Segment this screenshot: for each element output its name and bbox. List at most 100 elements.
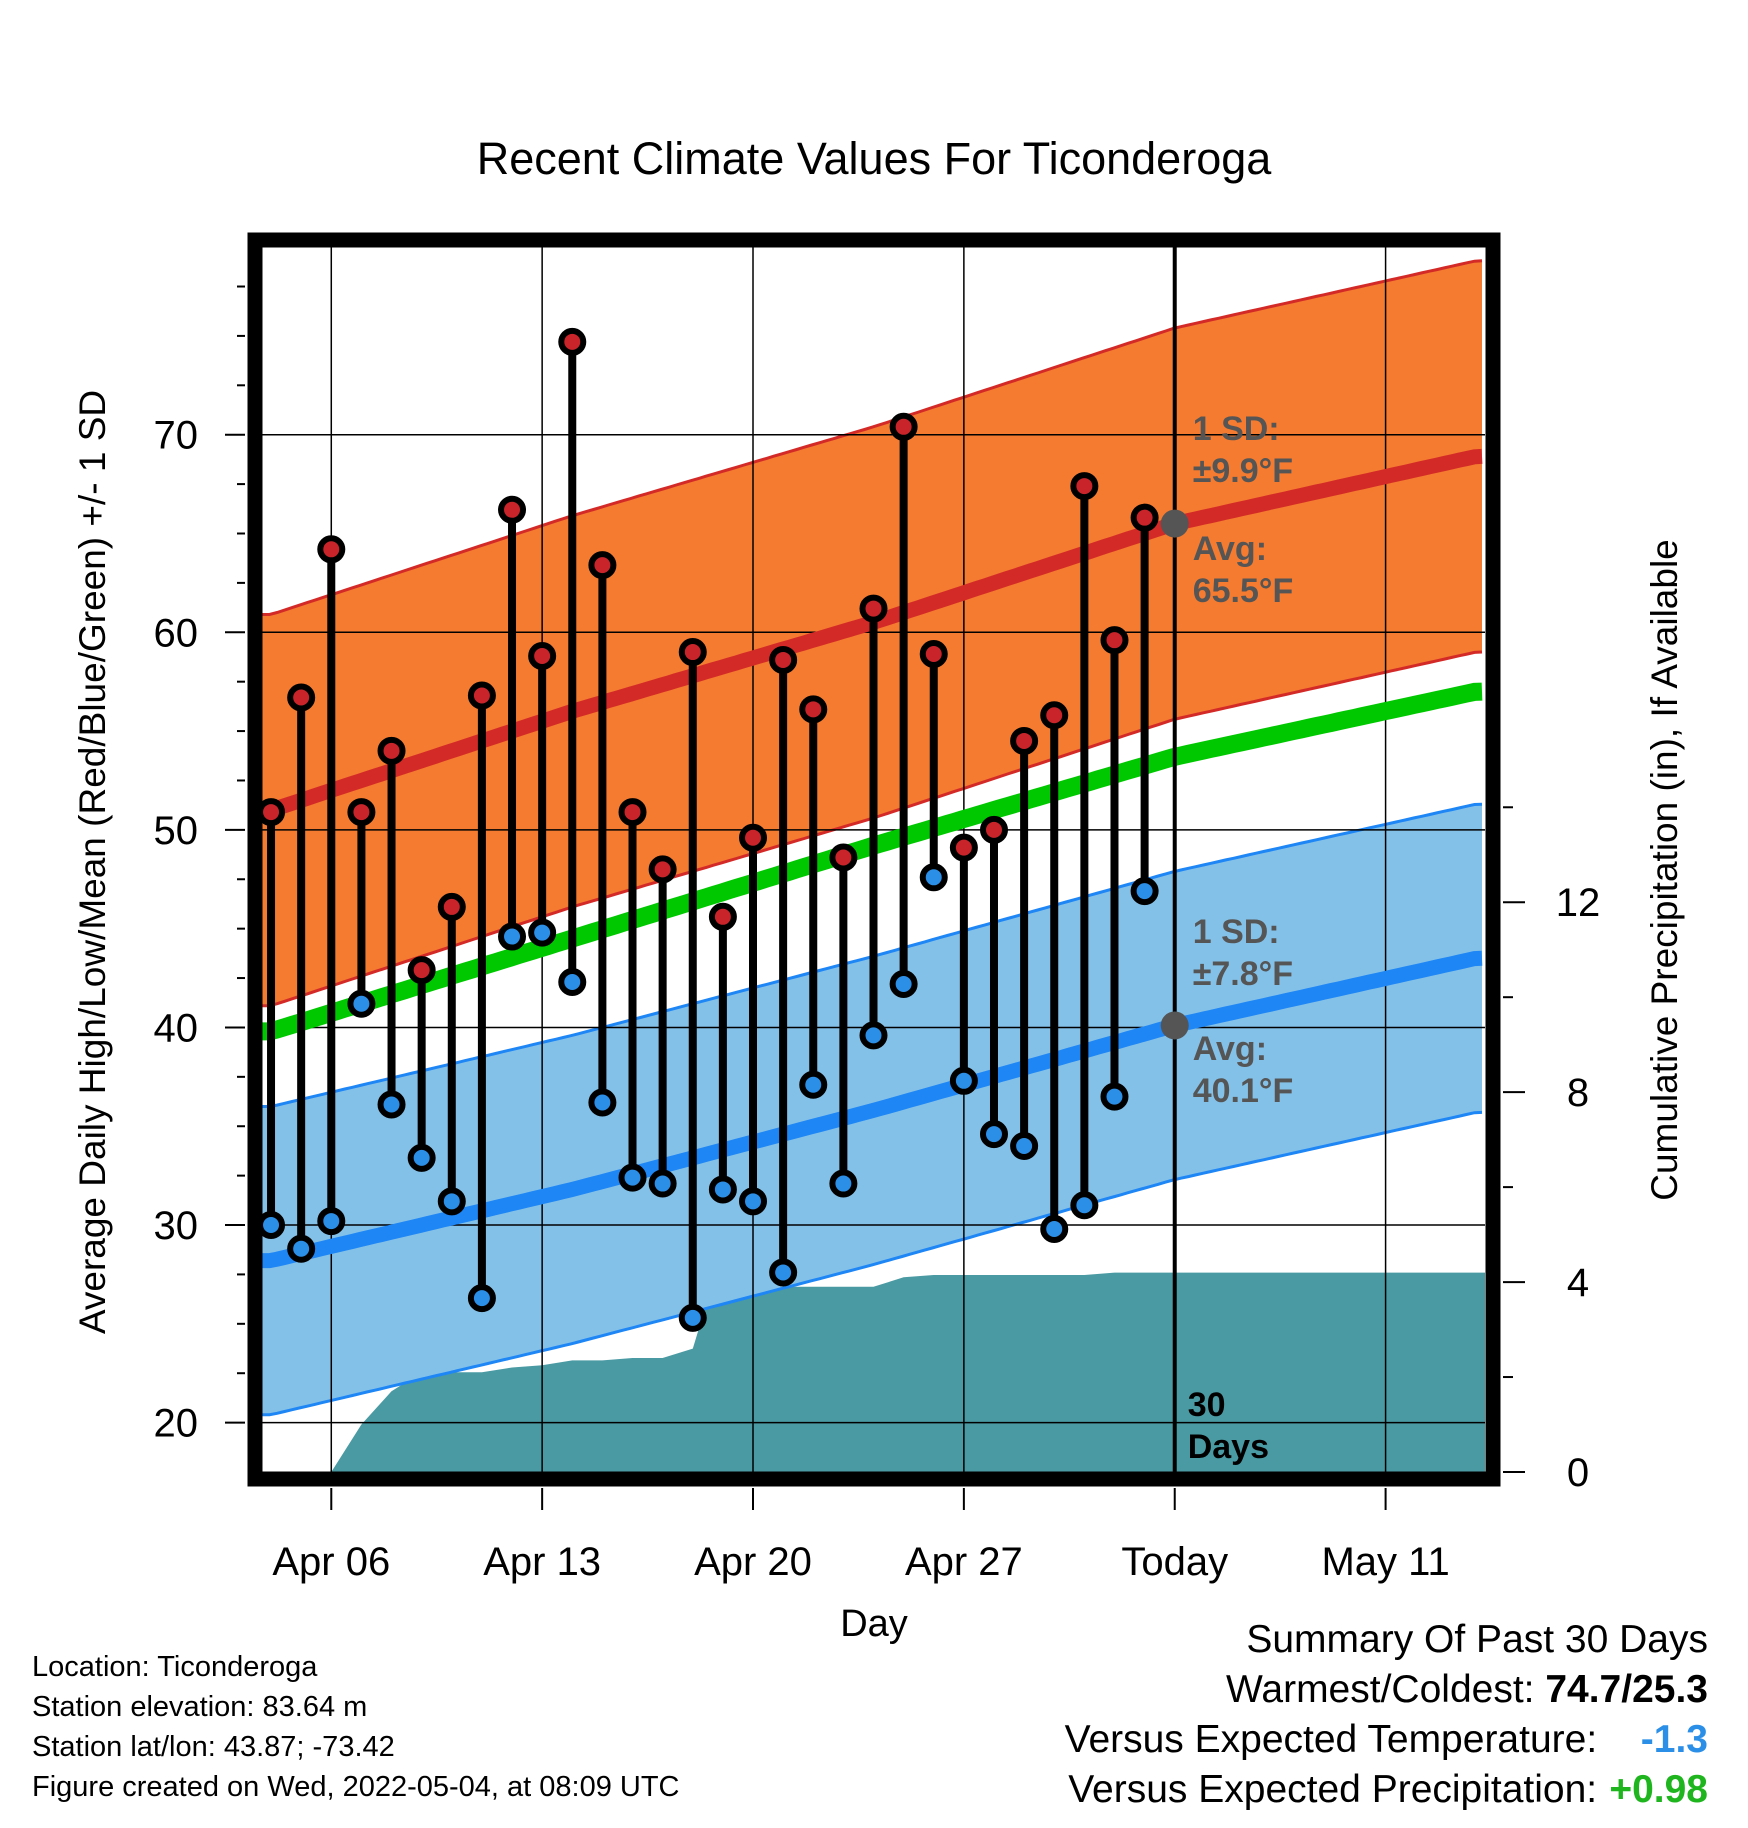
normal-low-line [262,950,1483,1269]
y-axis-left: 20 30 40 50 60 70 [154,285,245,1446]
elevation-text: Station elevation: 83.64 m [32,1691,368,1723]
daily-low-point [528,918,557,947]
daily-high-point [1100,626,1129,655]
high-avg-value: 65.5°F [1193,572,1294,610]
daily-low-point [1010,1131,1039,1160]
summary-title: Summary Of Past 30 Days [1246,1618,1708,1661]
daily-low-point [287,1234,316,1263]
daily-high-point [1070,472,1099,501]
daily-high-point [859,594,888,623]
y-axis-label-left: Average Daily High/Low/Mean (Red/Blue/Gr… [72,390,113,1334]
daily-high-point [618,798,647,827]
daily-low-point [347,989,376,1018]
daily-high-point [407,956,436,985]
y-tick-label: 70 [154,414,199,458]
y-axis-label-right: Cumulative Precipitation (in), If Availa… [1644,539,1685,1201]
days-count-label: 30 [1188,1386,1226,1424]
high-avg-marker [1160,509,1189,538]
daily-high-point [317,535,346,564]
daily-low-point [437,1187,466,1216]
daily-high-point [257,798,286,827]
days-word-label: Days [1188,1428,1269,1466]
latlon-text: Station lat/lon: 43.87; -73.42 [32,1731,395,1763]
x-axis: Apr 06 Apr 13 Apr 20 Apr 27 Today May 11 [272,1488,1450,1584]
low-avg-label: Avg: [1193,1030,1267,1068]
daily-low-point [708,1175,737,1204]
location-text: Location: Ticonderoga [32,1651,318,1683]
daily-low-point [588,1088,617,1117]
daily-high-point [949,833,978,862]
y-tick-label: 30 [154,1204,199,1248]
low-sd-label: 1 SD: [1193,913,1280,951]
y-right-tick-label: 12 [1556,881,1601,925]
daily-high-point [437,892,466,921]
daily-high-point [919,640,948,669]
daily-high-point [377,736,406,765]
daily-low-point [859,1021,888,1050]
daily-high-point [498,495,527,524]
x-tick-label: Apr 27 [905,1540,1023,1584]
daily-low-point [739,1187,768,1216]
summary-panel: Summary Of Past 30 Days Warmest/Coldest:… [1065,1615,1708,1815]
daily-high-point [467,681,496,710]
summary-warmest-row: Warmest/Coldest: 74.7/25.3 [1065,1665,1708,1715]
high-sd-label: 1 SD: [1193,410,1280,448]
daily-low-point [799,1070,828,1099]
daily-high-point [648,855,677,884]
y-axis-right: 0 4 8 12 [1503,806,1601,1495]
temp-label: Versus Expected Temperature: [1064,1718,1598,1761]
daily-low-point [467,1284,496,1313]
y-right-tick-label: 8 [1567,1071,1589,1115]
created-text: Figure created on Wed, 2022-05-04, at 08… [32,1771,680,1803]
daily-high-point [889,412,918,441]
daily-high-point [287,683,316,712]
x-tick-label: May 11 [1321,1540,1449,1584]
temp-value: -1.3 [1640,1718,1708,1761]
warmest-label: Warmest/Coldest: [1226,1668,1535,1711]
daily-high-point [1040,701,1069,730]
daily-high-point [979,815,1008,844]
summary-precip-row: Versus Expected Precipitation: +0.98 [1065,1765,1708,1815]
daily-low-point [648,1169,677,1198]
daily-high-point [829,843,858,872]
precip-label: Versus Expected Precipitation: [1068,1768,1598,1811]
daily-low-point [889,969,918,998]
daily-high-point [769,645,798,674]
daily-low-point [829,1169,858,1198]
low-avg-marker [1160,1011,1189,1040]
y-tick-label: 50 [154,809,199,853]
precip-value: +0.98 [1609,1768,1708,1811]
daily-high-point [347,798,376,827]
daily-low-point [1130,877,1159,906]
daily-high-point [1010,726,1039,755]
daily-low-point [678,1303,707,1332]
low-avg-value: 40.1°F [1193,1072,1294,1110]
daily-low-point [407,1143,436,1172]
daily-high-point [739,823,768,852]
low-sd-band-lower-edge [262,1110,1483,1417]
y-tick-label: 60 [154,611,199,655]
daily-high-point [588,551,617,580]
daily-low-point [498,922,527,951]
daily-high-point [799,695,828,724]
daily-low-point [618,1163,647,1192]
daily-low-point [257,1211,286,1240]
daily-low-point [949,1066,978,1095]
summary-temp-row: Versus Expected Temperature: -1.3 [1065,1715,1708,1765]
station-info: Location: Ticonderoga Station elevation:… [32,1647,680,1807]
plot-frame [247,232,1501,1487]
y-right-tick-label: 4 [1567,1261,1589,1305]
plot-area [262,247,1485,1472]
x-tick-label: Today [1121,1540,1228,1584]
daily-low-point [558,968,587,996]
low-sd-value: ±7.8°F [1193,955,1293,993]
y-right-tick-label: 0 [1567,1451,1589,1495]
x-tick-label: Apr 20 [694,1540,812,1584]
daily-low-point [377,1090,406,1119]
daily-high-point [558,327,587,356]
y-tick-label: 40 [154,1006,199,1050]
daily-high-point [1130,503,1159,532]
daily-high-point [708,902,737,931]
daily-high-point [678,638,707,667]
